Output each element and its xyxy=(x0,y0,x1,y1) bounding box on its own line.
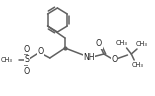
Text: O: O xyxy=(111,55,117,65)
Text: NH: NH xyxy=(83,53,94,62)
Text: O: O xyxy=(24,45,30,53)
Text: O: O xyxy=(96,39,102,48)
Text: CH₃: CH₃ xyxy=(116,40,128,46)
Text: S: S xyxy=(25,55,30,65)
Text: CH₃: CH₃ xyxy=(136,41,148,47)
Text: O: O xyxy=(37,48,43,57)
Text: O: O xyxy=(24,67,30,75)
Text: CH₃: CH₃ xyxy=(1,57,13,63)
Text: CH₃: CH₃ xyxy=(132,62,144,68)
